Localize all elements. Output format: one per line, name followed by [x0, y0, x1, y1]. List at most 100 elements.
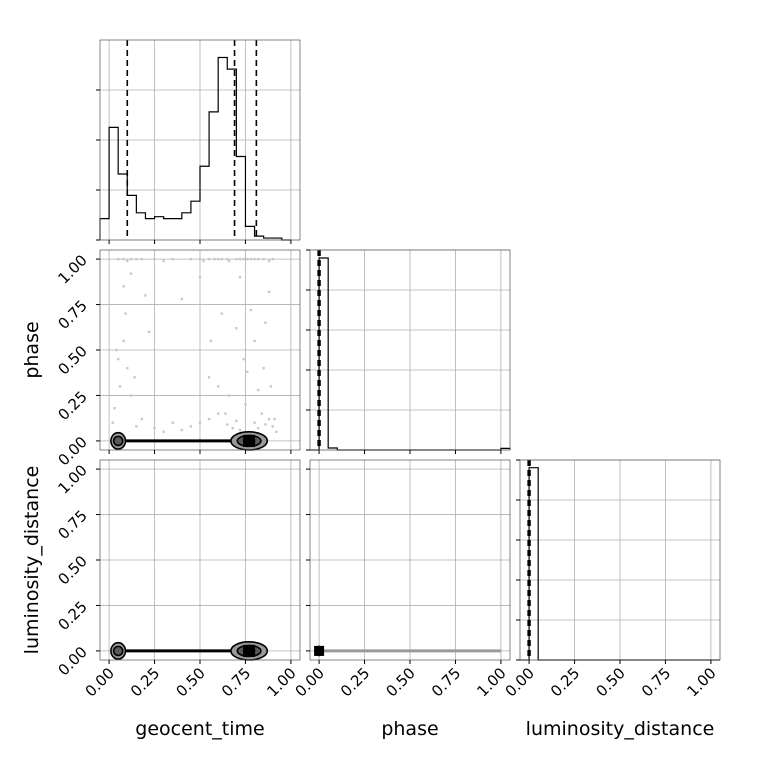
scatter-point — [147, 330, 151, 334]
scatter-point — [267, 417, 271, 421]
scatter-point — [220, 312, 224, 315]
y-axis-label-luminosity_distance: luminosity_distance — [21, 466, 43, 655]
scatter-point — [116, 357, 120, 361]
scatter-point — [275, 430, 278, 434]
scatter-point — [126, 259, 129, 263]
x-tick-label: 0.00 — [292, 664, 328, 700]
y-tick-label: 1.00 — [54, 461, 90, 497]
scatter-point — [115, 348, 118, 352]
scatter-point — [262, 257, 265, 261]
scatter-point — [253, 257, 256, 261]
x-tick-label: 1.00 — [263, 664, 299, 700]
scatter-point — [198, 421, 202, 424]
scatter-point — [260, 412, 264, 415]
scatter-point — [253, 339, 256, 343]
scatter-point — [189, 425, 193, 428]
scatter-point — [220, 257, 224, 261]
density-core — [314, 645, 325, 656]
histogram-geocent_time — [99, 56, 291, 241]
scatter-point — [207, 257, 211, 261]
scatter-point — [213, 257, 216, 261]
scatter-point — [242, 357, 245, 361]
scatter-point — [198, 276, 202, 279]
scatter-point — [227, 259, 231, 263]
scatter-point — [122, 257, 125, 261]
scatter-point — [262, 366, 265, 370]
y-tick-label: 0.50 — [54, 342, 90, 378]
scatter-point — [269, 385, 273, 388]
x-tick-label: 0.00 — [502, 664, 538, 700]
scatter-point — [135, 257, 138, 261]
scatter-point — [129, 394, 133, 397]
scatter-point — [256, 426, 260, 430]
scatter-point — [140, 417, 144, 421]
scatter-point — [209, 339, 213, 343]
scatter-point — [256, 388, 260, 392]
scatter-point — [224, 412, 227, 415]
scatter-point — [126, 366, 129, 370]
scatter-point — [227, 394, 231, 397]
x-axis-label-phase: phase — [381, 718, 438, 740]
scatter-point — [153, 257, 156, 261]
scatter-point — [226, 423, 229, 426]
scatter-point — [122, 285, 125, 288]
scatter-point — [273, 417, 276, 421]
scatter-point — [113, 406, 116, 410]
x-tick-label: 0.25 — [547, 664, 583, 700]
y-axis-label-phase: phase — [21, 321, 43, 378]
scatter-point — [198, 257, 202, 261]
scatter-point — [235, 326, 238, 330]
scatter-point — [129, 257, 133, 261]
scatter-point — [249, 308, 253, 312]
scatter-point — [271, 257, 274, 261]
x-tick-label: 1.00 — [473, 664, 509, 700]
scatter-point — [267, 290, 271, 294]
scatter-point — [162, 259, 165, 263]
x-tick-label: 0.75 — [638, 664, 674, 700]
x-tick-label: 0.00 — [82, 664, 118, 700]
scatter-point — [267, 259, 271, 263]
scatter-point — [216, 412, 220, 415]
scatter-point — [216, 257, 220, 261]
scatter-point — [153, 426, 156, 430]
y-tick-label: 1.00 — [54, 251, 90, 287]
scatter-point — [180, 297, 184, 301]
y-tick-label: 0.25 — [54, 388, 90, 424]
x-tick-label: 0.75 — [428, 664, 464, 700]
x-tick-label: 1.00 — [683, 664, 719, 700]
scatter-point — [238, 276, 242, 279]
scatter-point — [235, 419, 238, 423]
y-tick-label: 0.00 — [54, 643, 90, 679]
x-tick-label: 0.25 — [127, 664, 163, 700]
scatter-point — [207, 376, 211, 379]
scatter-point — [180, 428, 184, 432]
scatter-point — [207, 417, 211, 421]
scatter-point — [246, 370, 249, 374]
y-tick-label: 0.75 — [54, 297, 90, 333]
scatter-point — [238, 428, 242, 432]
x-tick-label: 0.25 — [337, 664, 373, 700]
x-tick-label: 0.75 — [218, 664, 254, 700]
scatter-point — [135, 425, 138, 428]
density-core — [243, 434, 256, 447]
scatter-point — [256, 257, 260, 261]
scatter-point — [122, 339, 125, 343]
scatter-point — [249, 257, 253, 261]
scatter-point — [133, 376, 136, 379]
scatter-point — [264, 321, 267, 324]
contour-level — [112, 435, 124, 447]
x-tick-label: 0.50 — [382, 664, 418, 700]
scatter-point — [171, 421, 174, 424]
scatter-point — [202, 259, 205, 263]
scatter-point — [271, 425, 274, 428]
scatter-point — [246, 257, 249, 261]
x-tick-label: 0.50 — [592, 664, 628, 700]
scatter-point — [253, 421, 256, 424]
x-axis-label-geocent_time: geocent_time — [135, 718, 264, 740]
scatter-point — [171, 257, 174, 261]
scatter-point — [118, 385, 122, 388]
scatter-point — [216, 385, 220, 388]
scatter-point — [140, 257, 144, 261]
scatter-point — [238, 257, 242, 261]
